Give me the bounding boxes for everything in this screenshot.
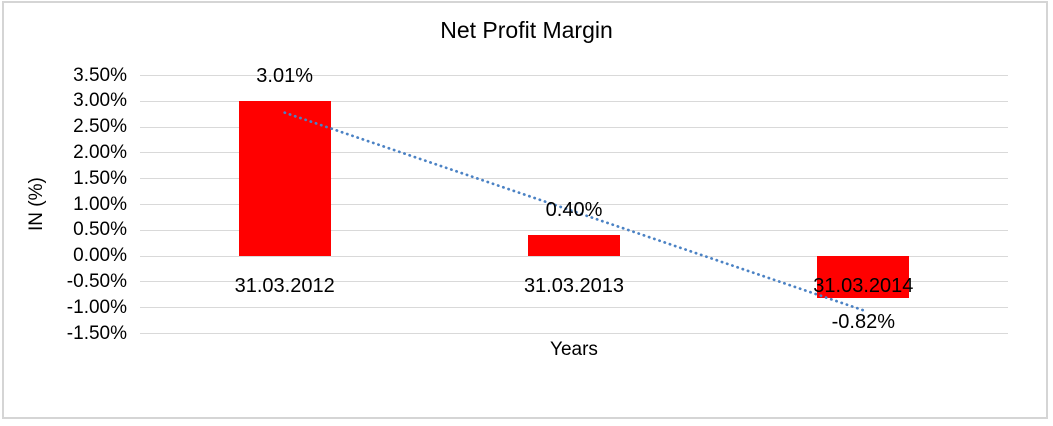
gridline	[140, 100, 1008, 102]
gridline	[140, 75, 1008, 76]
y-axis-tick-label: 1.00%	[73, 193, 127, 215]
bar-31.03.2012	[238, 100, 331, 257]
x-axis-category-label: 31.03.2014	[813, 275, 914, 298]
y-axis-tick-label: 0.50%	[73, 219, 127, 241]
y-axis-tick-label: -1.50%	[66, 322, 127, 344]
bar-value-label: 0.40%	[545, 199, 603, 222]
y-axis-tick-label: 2.50%	[73, 116, 127, 138]
x-axis-category-label: 31.03.2012	[234, 275, 335, 298]
x-axis-category-label: 31.03.2013	[523, 275, 625, 298]
y-axis-tick-label: 2.00%	[73, 141, 127, 163]
y-axis-tick-label: 3.50%	[73, 64, 127, 86]
chart-title: Net Profit Margin	[440, 17, 613, 43]
gridline	[140, 307, 1008, 309]
y-axis-tick-label: 0.00%	[73, 245, 127, 267]
y-axis-tick-label: -1.00%	[66, 296, 127, 318]
bar-value-label: 3.01%	[256, 64, 314, 87]
y-axis-tick-label: -0.50%	[66, 270, 127, 292]
bar-31.03.2013	[528, 235, 620, 257]
y-axis-tick-label: 1.50%	[73, 167, 127, 189]
bar-value-label: -0.82%	[831, 311, 896, 334]
x-axis-title: Years	[550, 339, 598, 360]
gridline	[140, 333, 1008, 334]
y-axis-tick-label: 3.00%	[73, 90, 127, 112]
